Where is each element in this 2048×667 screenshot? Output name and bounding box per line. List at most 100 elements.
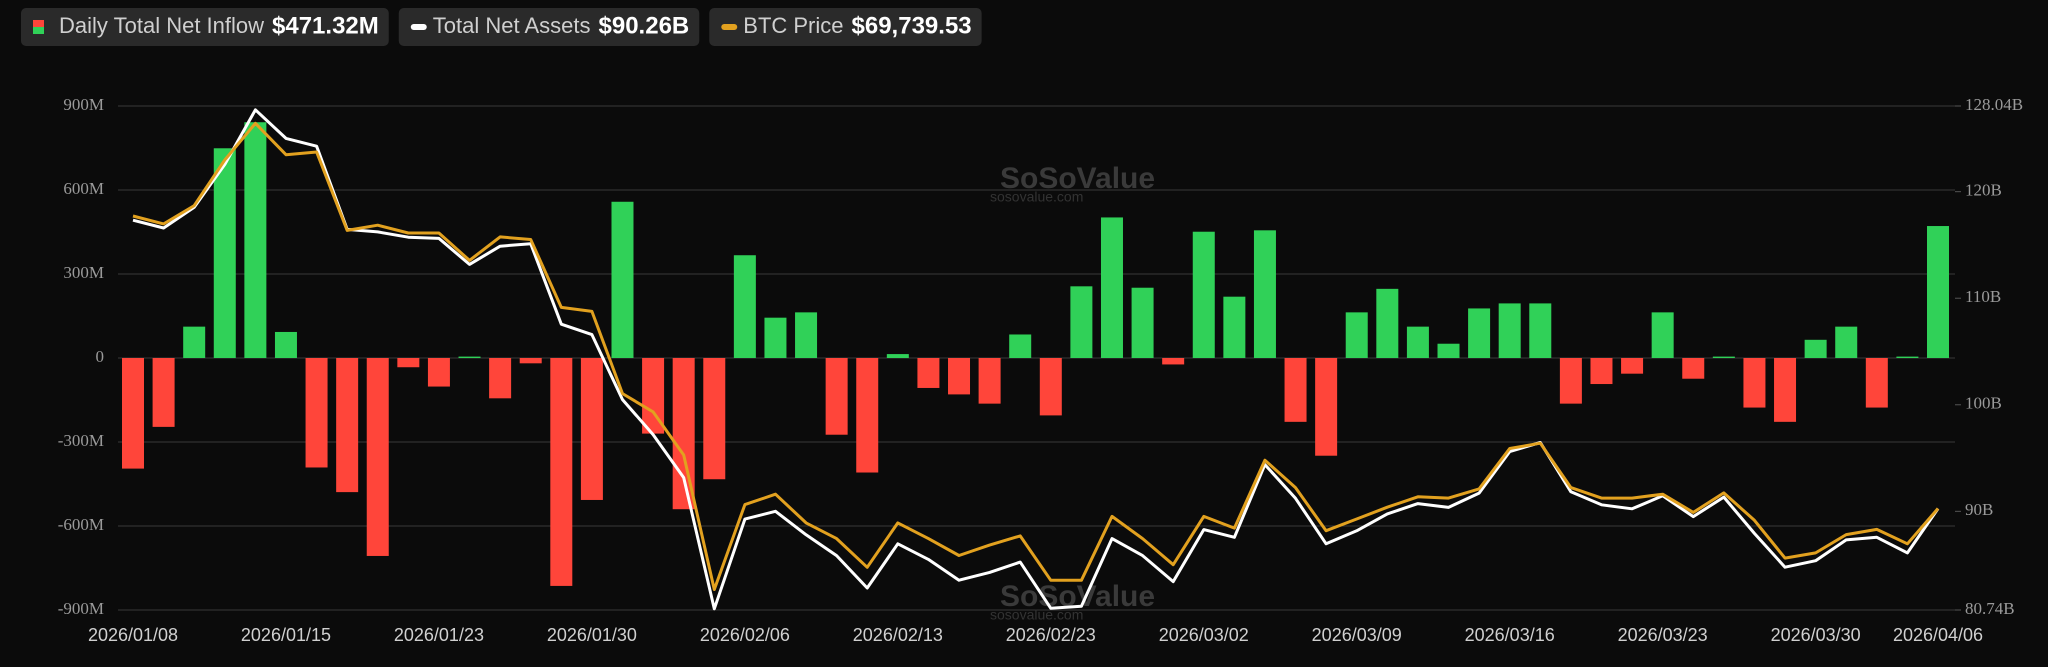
- x-tick-label: 2026/02/23: [1006, 625, 1096, 645]
- grid: -900M -600M -300M 0 300M 600M 900M 80.74B 90B 100…: [58, 95, 2023, 645]
- line: [132, 121, 1940, 591]
- bar: [1651, 312, 1674, 358]
- bar: [1529, 303, 1552, 358]
- x-tick-label: 2026/01/23: [394, 625, 484, 645]
- bar: [1682, 358, 1705, 379]
- bar: [1896, 356, 1919, 358]
- bar: [489, 358, 512, 399]
- bar: [1039, 358, 1062, 416]
- bar: [152, 358, 175, 427]
- legend-item: BTC Price $69,739.53: [709, 8, 982, 46]
- y-tick-label: 600M: [63, 179, 104, 198]
- bar: [917, 358, 940, 388]
- bar: [1009, 334, 1032, 358]
- bar: [1100, 217, 1123, 358]
- legend-value: $69,739.53: [852, 12, 972, 39]
- bar: [1468, 308, 1491, 358]
- legend-swatch: [33, 20, 44, 27]
- bar: [1621, 358, 1644, 374]
- bar: [427, 358, 450, 387]
- x-tick-label: 2026/04/06: [1893, 625, 1983, 645]
- bar: [580, 358, 603, 500]
- bar: [1498, 303, 1521, 358]
- legend-value: $471.32M: [272, 12, 379, 39]
- legend-swatch: [33, 27, 44, 34]
- bar: [1774, 358, 1797, 422]
- y-tick-label: -300M: [58, 431, 104, 450]
- bar: [1804, 339, 1827, 358]
- bar: [886, 354, 909, 358]
- legend-label: Total Net Assets: [433, 13, 591, 38]
- legend: Daily Total Net Inflow $471.32M Total Net …: [21, 8, 982, 46]
- bar: [1590, 358, 1613, 385]
- x-tick-label: 2026/03/02: [1159, 625, 1249, 645]
- x-tick-label: 2026/01/08: [88, 625, 178, 645]
- bar: [703, 358, 726, 480]
- bar: [366, 358, 389, 556]
- y2-tick-label: 80.74B: [1965, 599, 2015, 618]
- bar: [733, 255, 756, 358]
- bar: [764, 317, 787, 358]
- x-tick-label: 2026/03/09: [1312, 625, 1402, 645]
- legend-box: [709, 8, 982, 46]
- y-tick-label: 0: [96, 347, 105, 366]
- bar: [1406, 326, 1429, 358]
- y-tick-label: -600M: [58, 515, 104, 534]
- bar: [1345, 312, 1368, 358]
- legend-label: Daily Total Net Inflow: [59, 13, 264, 38]
- bar: [122, 358, 144, 469]
- bar: [1865, 358, 1888, 408]
- bar: [1559, 358, 1582, 404]
- bar: [1223, 296, 1246, 358]
- bar: [795, 312, 818, 358]
- x-tick-label: 2026/02/06: [700, 625, 790, 645]
- bar: [611, 201, 634, 358]
- bar: [1927, 226, 1949, 358]
- y-tick-label: 300M: [63, 263, 104, 282]
- legend-box: [398, 8, 700, 46]
- x-tick-label: 2026/03/16: [1465, 625, 1555, 645]
- bar: [1070, 286, 1093, 358]
- bar: [458, 356, 481, 358]
- x-tick-label: 2026/03/30: [1771, 625, 1861, 645]
- bar: [397, 358, 420, 368]
- legend-swatch: [410, 24, 427, 30]
- x-tick-label: 2026/01/30: [547, 625, 637, 645]
- legend-swatch: [721, 24, 738, 30]
- watermark-url: sosovalue.com: [990, 607, 1083, 623]
- bar: [642, 358, 665, 434]
- x-tick-label: 2026/01/15: [241, 625, 331, 645]
- bar: [519, 358, 542, 364]
- y2-tick-label: 120B: [1965, 181, 2002, 200]
- legend-label: BTC Price: [743, 13, 843, 38]
- line: [132, 108, 1940, 611]
- bar: [336, 358, 359, 493]
- bar: [1743, 358, 1766, 408]
- bar: [1192, 231, 1215, 358]
- bar: [244, 122, 267, 359]
- bar: [213, 148, 236, 358]
- bar: [274, 331, 297, 358]
- watermark-text: SoSoValue: [1000, 162, 1155, 195]
- y2-tick-label: 110B: [1965, 287, 2001, 306]
- bar: [1437, 343, 1460, 358]
- watermark-url: sosovalue.com: [990, 189, 1083, 205]
- bar: [1284, 358, 1307, 422]
- bar: [183, 326, 206, 358]
- bar: [1131, 287, 1154, 358]
- bar: [978, 358, 1001, 404]
- bar: [1376, 288, 1399, 358]
- bar: [1315, 358, 1338, 456]
- bar: [1253, 230, 1276, 358]
- legend-item: Total Net Assets $90.26B: [398, 8, 700, 46]
- legend-value: $90.26B: [599, 12, 690, 39]
- y-tick-label: 900M: [63, 95, 104, 114]
- bar: [948, 358, 971, 395]
- bar: [1835, 326, 1858, 358]
- bar: [1162, 358, 1185, 365]
- y2-tick-label: 100B: [1965, 394, 2002, 413]
- legend-item: Daily Total Net Inflow $471.32M: [21, 8, 389, 46]
